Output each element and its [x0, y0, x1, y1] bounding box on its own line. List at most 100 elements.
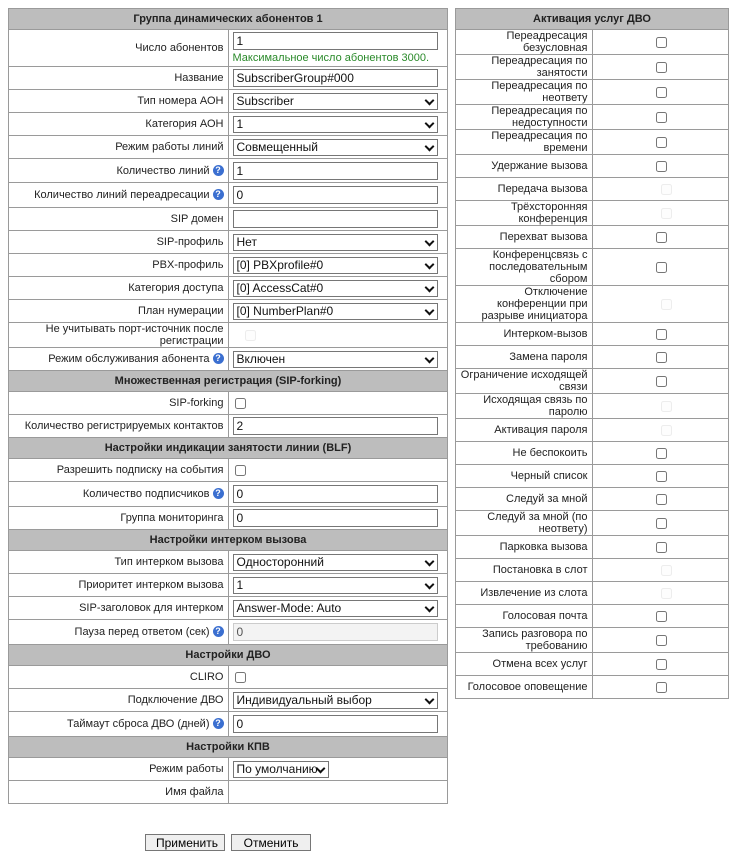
service-checkbox[interactable] — [655, 61, 667, 73]
field-label: Число абонентов — [8, 29, 229, 67]
form-row: Множественная регистрация (SIP-forking) — [8, 370, 448, 392]
field-input[interactable]: 0 — [232, 715, 438, 733]
help-icon[interactable]: ? — [212, 353, 224, 364]
field-select[interactable]: Answer-Mode: Auto — [232, 599, 438, 617]
form-row: SIP-forking — [8, 391, 448, 415]
field-select-value: 1 — [236, 116, 244, 131]
service-checkbox[interactable] — [655, 351, 667, 363]
field-select[interactable]: [0] NumberPlan#0 — [232, 302, 438, 320]
field-select[interactable]: Subscriber — [232, 92, 438, 110]
field-input[interactable]: 0 — [232, 485, 438, 503]
service-checkbox[interactable] — [660, 424, 672, 436]
field-value — [227, 780, 448, 804]
section-header: Настройки индикации занятости линии (BLF… — [8, 437, 448, 459]
chevron-down-icon — [424, 141, 434, 151]
service-checkbox[interactable] — [655, 136, 667, 148]
service-checkbox[interactable] — [660, 587, 672, 599]
field-select[interactable]: Совмещенный — [232, 138, 438, 156]
form-row: Количество регистрируемых контактов 2 — [8, 414, 448, 438]
service-checkbox[interactable] — [655, 86, 667, 98]
service-checkbox[interactable] — [655, 375, 667, 387]
section-header: Множественная регистрация (SIP-forking) — [8, 370, 448, 392]
service-checkbox[interactable] — [655, 541, 667, 553]
field-label: Количество подписчиков? — [8, 481, 229, 507]
field-input[interactable]: 1 — [232, 32, 438, 50]
services-activation-table: Активация услуг ДВО Переадресация безусло… — [455, 8, 729, 699]
help-icon[interactable]: ? — [212, 626, 224, 637]
form-row: SIP-заголовок для интерком Answer-Mode: A… — [8, 596, 448, 620]
field-checkbox[interactable] — [234, 464, 246, 476]
service-checkbox[interactable] — [660, 183, 672, 195]
service-checkbox[interactable] — [655, 160, 667, 172]
service-label: Извлечение из слота — [455, 581, 593, 605]
form-row: Количество подписчиков? 0 — [8, 481, 448, 507]
service-checkbox[interactable] — [660, 400, 672, 412]
field-select[interactable]: [0] PBXprofile#0 — [232, 256, 438, 274]
service-checkbox[interactable] — [655, 36, 667, 48]
cancel-button[interactable]: Отменить — [231, 834, 312, 851]
service-row: Ограничение исходящей связи — [455, 368, 729, 394]
field-label: Разрешить подписку на события — [8, 458, 229, 482]
service-checkbox[interactable] — [655, 634, 667, 646]
field-checkbox[interactable] — [244, 329, 256, 341]
service-checkbox[interactable] — [660, 207, 672, 219]
field-label: Режим обслуживания абонента? — [8, 347, 229, 371]
field-select[interactable]: Индивидуальный выбор — [232, 691, 438, 709]
service-row: Постановка в слот — [455, 558, 729, 582]
field-select[interactable]: Нет — [232, 233, 438, 251]
service-checkbox-cell — [591, 441, 729, 465]
service-checkbox[interactable] — [655, 328, 667, 340]
service-checkbox[interactable] — [655, 470, 667, 482]
service-label: Следуй за мной — [455, 487, 593, 511]
form-row: Тип интерком вызова Односторонний — [8, 550, 448, 574]
section-header: Настройки КПВ — [8, 736, 448, 758]
service-row: Отключение конференции при разрыве иници… — [455, 285, 729, 323]
field-select[interactable]: По умолчанию — [232, 760, 329, 778]
field-label: Подключение ДВО — [8, 688, 229, 712]
form-row: Количество линий переадресации? 0 — [8, 182, 448, 208]
field-label: SIP-профиль — [8, 230, 229, 254]
chevron-down-icon — [424, 353, 434, 363]
service-checkbox[interactable] — [655, 681, 667, 693]
service-checkbox[interactable] — [655, 111, 667, 123]
form-row: Пауза перед ответом (сек)? 0 — [8, 619, 448, 645]
service-checkbox[interactable] — [655, 231, 667, 243]
help-icon[interactable]: ? — [212, 718, 224, 729]
service-checkbox-cell — [591, 535, 729, 559]
field-select[interactable]: [0] AccessCat#0 — [232, 279, 438, 297]
field-input[interactable]: 0 — [232, 509, 438, 527]
service-checkbox[interactable] — [655, 610, 667, 622]
field-select[interactable]: 1 — [232, 576, 438, 594]
service-row: Следуй за мной (по неответу) — [455, 510, 729, 536]
field-input[interactable]: 1 — [232, 161, 438, 180]
field-input[interactable]: 0 — [232, 623, 438, 641]
field-select[interactable]: Включен — [232, 350, 438, 368]
field-select[interactable]: 1 — [232, 115, 438, 133]
service-checkbox[interactable] — [660, 298, 672, 310]
field-input[interactable]: 2 — [232, 417, 438, 435]
field-select[interactable]: Односторонний — [232, 553, 438, 571]
field-input[interactable] — [232, 210, 438, 228]
field-input-value: 0 — [236, 487, 244, 501]
service-checkbox[interactable] — [655, 261, 667, 273]
field-checkbox[interactable] — [234, 671, 246, 683]
service-label: Парковка вызова — [455, 535, 593, 559]
help-icon[interactable]: ? — [212, 189, 224, 200]
field-input[interactable]: 0 — [232, 186, 438, 204]
help-icon[interactable]: ? — [212, 488, 224, 499]
field-checkbox[interactable] — [234, 397, 246, 409]
service-label: Переадресация безусловная — [455, 29, 593, 55]
form-row: Таймаут сброса ДВО (дней)? 0 — [8, 711, 448, 737]
service-checkbox[interactable] — [655, 517, 667, 529]
service-checkbox[interactable] — [655, 658, 667, 670]
service-row: Переадресация по недоступности — [455, 104, 729, 130]
field-input[interactable]: SubscriberGroup#000 — [232, 69, 438, 87]
apply-button[interactable]: Применить — [145, 834, 225, 851]
service-checkbox[interactable] — [655, 447, 667, 459]
service-checkbox[interactable] — [655, 493, 667, 505]
help-icon[interactable]: ? — [212, 164, 224, 176]
service-checkbox-cell — [591, 177, 729, 201]
service-checkbox[interactable] — [660, 564, 672, 576]
field-label: Приоритет интерком вызова — [8, 573, 229, 597]
form-row: SIP-профиль Нет — [8, 230, 448, 254]
